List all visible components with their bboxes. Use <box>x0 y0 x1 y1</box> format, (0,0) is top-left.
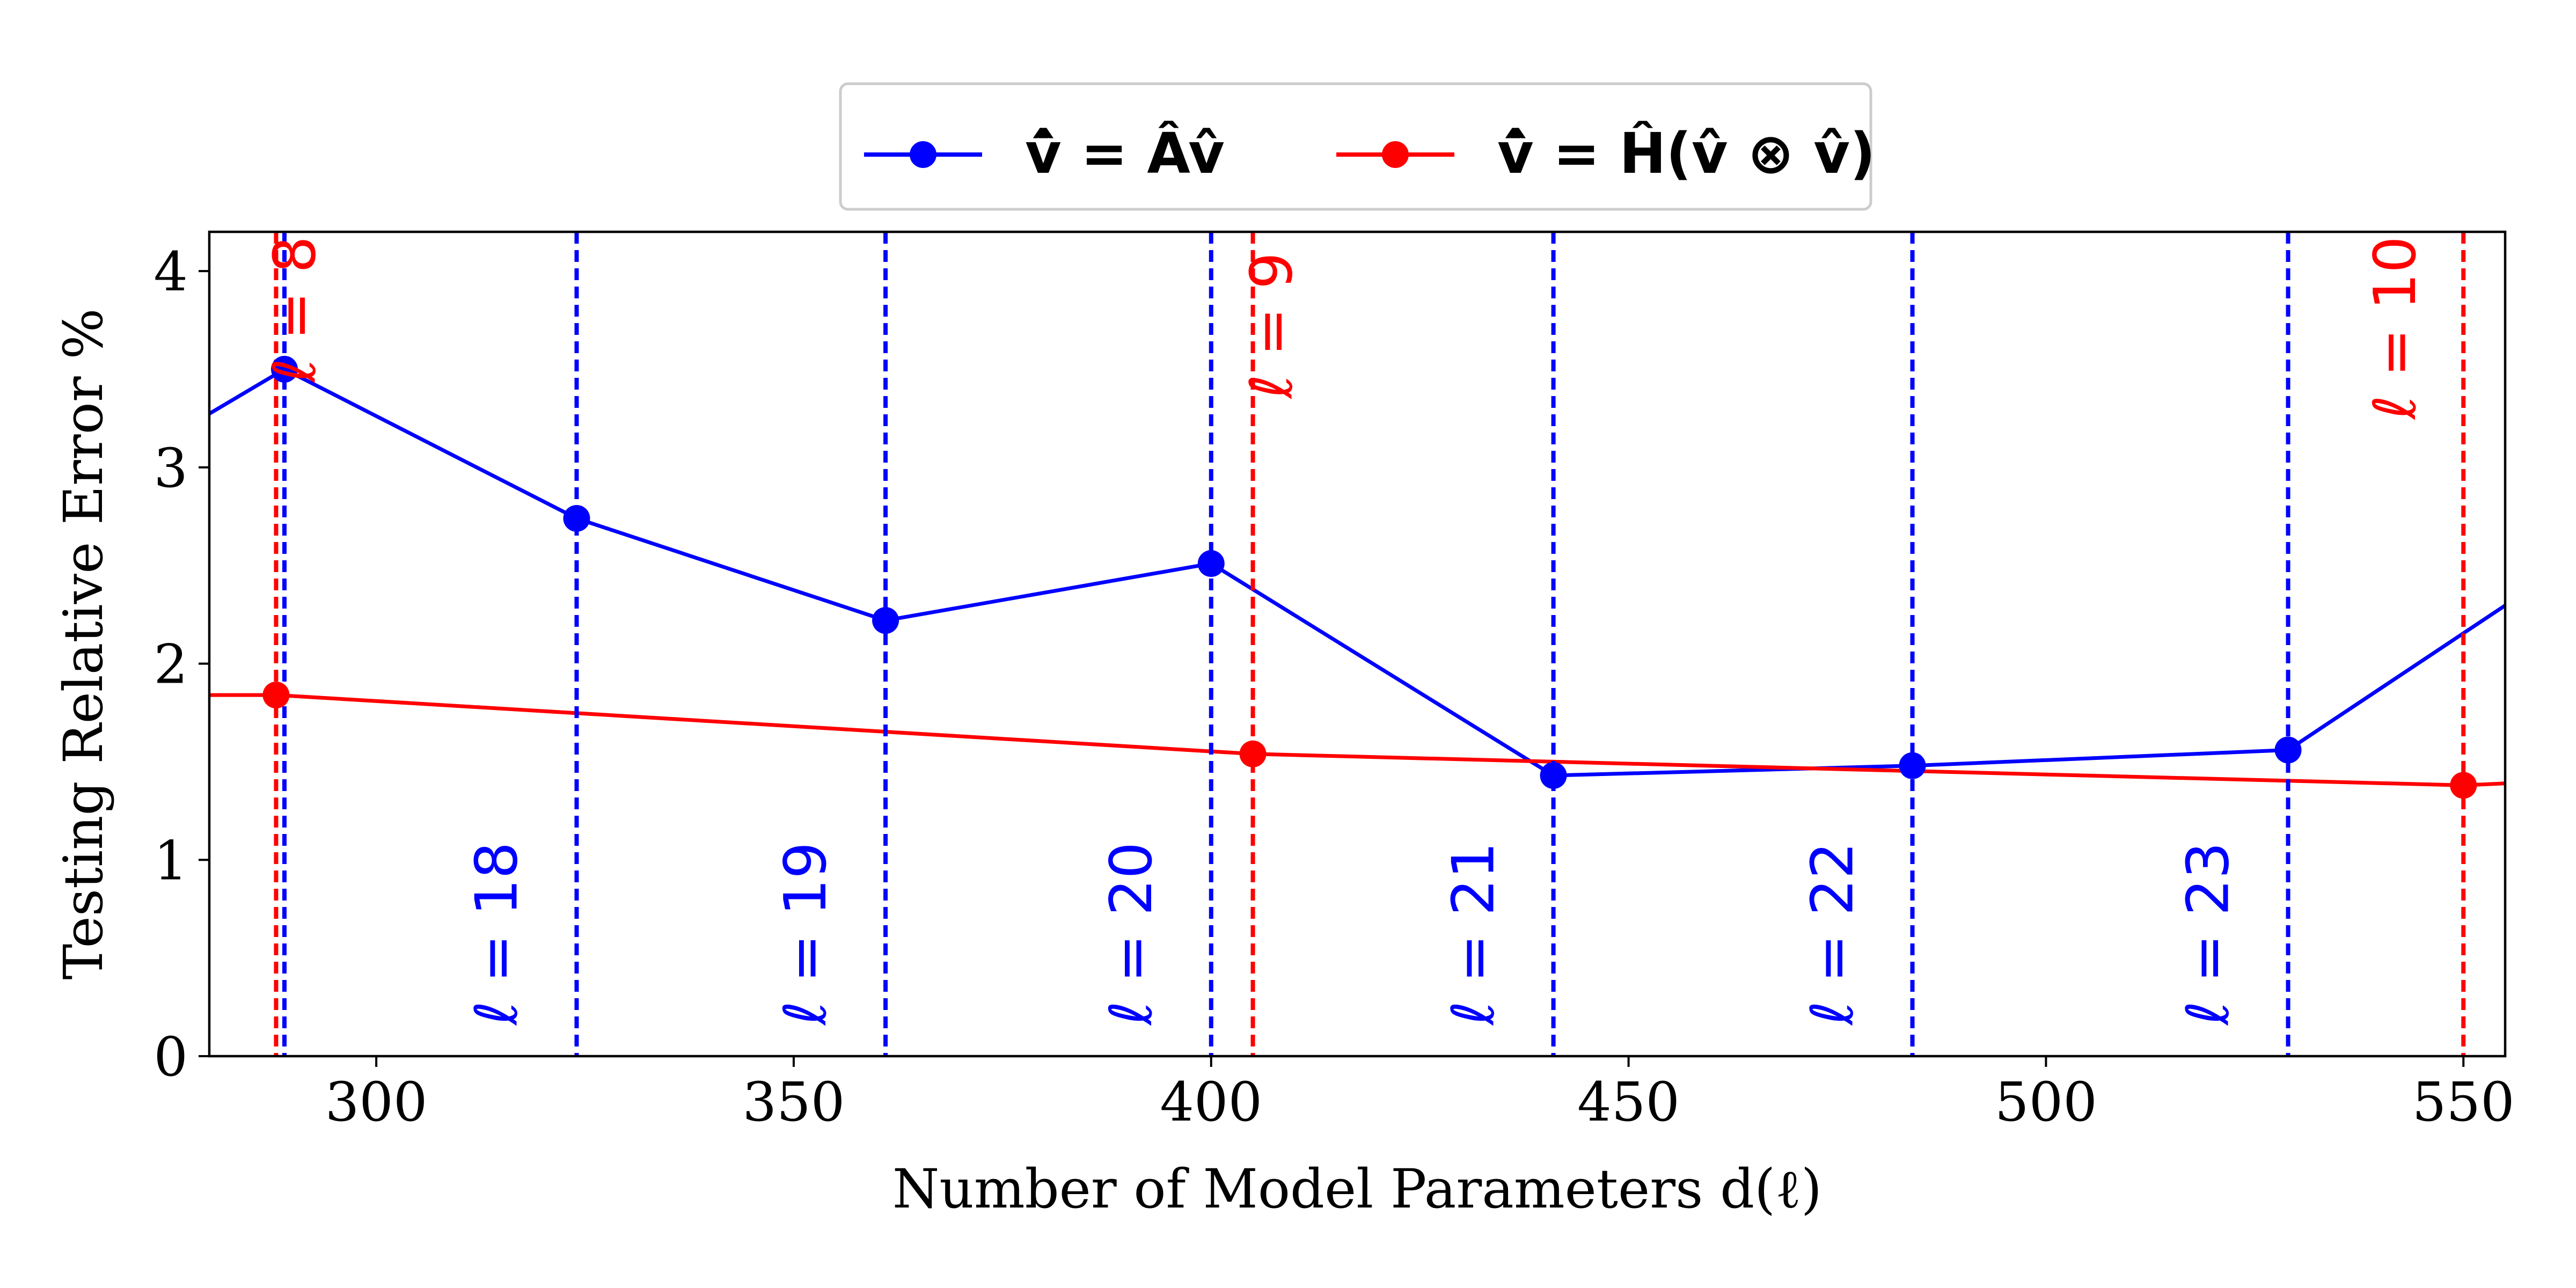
y-axis-label: Testing Relative Error % <box>52 309 115 980</box>
x-axis-label: Number of Model Parameters d(ℓ) <box>892 1158 1822 1220</box>
y-tick-label: 1 <box>153 829 188 892</box>
x-tick-label: 450 <box>1577 1071 1680 1133</box>
data-point-1-4 <box>1197 550 1225 577</box>
y-tick-label: 2 <box>153 633 188 696</box>
data-point-1-3 <box>872 607 899 634</box>
plot-marks: ℓ = 18 ℓ = 19 ℓ = 20 ℓ = 21 ℓ = 22 ℓ = 23 ℓ = … <box>209 232 2505 1056</box>
data-point-2-3 <box>2450 772 2477 799</box>
vline-label-2-3: ℓ = 10 <box>2362 236 2429 420</box>
vline-label-2-2: ℓ = 9 <box>1239 252 1306 399</box>
axes: 300 350 400 450 500 550 0 1 2 3 4 Number of Model P… <box>52 240 2515 1220</box>
plot-frame <box>208 230 2507 1058</box>
vline-label-2-1: ℓ = 8 <box>261 236 328 383</box>
legend-label-1: v̂̇ = Âv̂ <box>1025 121 1225 186</box>
data-point-1-2 <box>563 504 590 532</box>
y-tick-label: 4 <box>153 240 188 303</box>
data-point-2-2 <box>1239 740 1267 767</box>
vline-label-1-3: ℓ = 19 <box>772 842 839 1026</box>
data-point-1-1 <box>271 356 298 383</box>
legend-marker-1 <box>910 141 936 168</box>
y-tick-label: 3 <box>153 437 188 500</box>
series-points-2 <box>262 682 2477 799</box>
legend-box <box>839 82 1872 211</box>
x-tick-label: 400 <box>1160 1071 1262 1133</box>
x-tick-label: 550 <box>2412 1071 2515 1133</box>
legend-marker-2 <box>1382 141 1409 168</box>
series-points-1 <box>271 356 2302 789</box>
legend: v̂̇ = Âv̂ v̂̇ = Ĥ(v̂ ⊗ v̂) <box>839 82 1876 211</box>
data-point-2-1 <box>262 682 290 709</box>
vline-label-1-5: ℓ = 21 <box>1440 842 1507 1026</box>
x-tick-label: 350 <box>743 1071 845 1133</box>
vline-label-1-2: ℓ = 18 <box>463 842 530 1026</box>
data-point-1-7 <box>2274 736 2302 764</box>
data-point-1-6 <box>1899 752 1926 779</box>
vline-label-1-4: ℓ = 20 <box>1098 842 1165 1026</box>
vline-label-1-6: ℓ = 22 <box>1799 842 1866 1026</box>
vline-label-1-7: ℓ = 23 <box>2175 842 2242 1026</box>
x-tick-label: 500 <box>1995 1071 2097 1133</box>
legend-label-2: v̂̇ = Ĥ(v̂ ⊗ v̂) <box>1497 121 1876 186</box>
y-tick-label: 0 <box>153 1026 188 1088</box>
x-tick-label: 300 <box>325 1071 428 1133</box>
data-point-1-5 <box>1540 762 1567 789</box>
